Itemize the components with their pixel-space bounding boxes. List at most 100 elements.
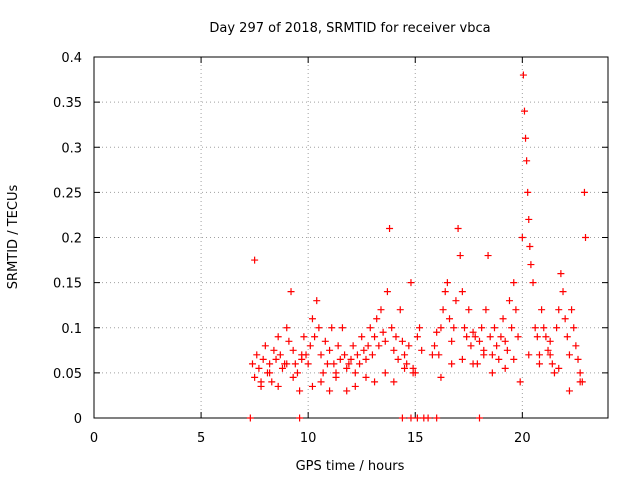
data-point-96 [463,333,471,341]
data-point-48 [351,369,359,377]
data-point-152 [574,355,582,363]
data-point-18 [287,288,295,296]
data-point-140 [548,360,556,368]
x-tick-label-2: 10 [300,431,317,446]
data-point-150 [570,324,578,332]
data-point-41 [336,355,344,363]
data-point-65 [388,324,396,332]
x-tick-label-4: 20 [514,431,531,446]
data-point-5 [259,355,267,363]
y-tick-label-4: 0.2 [61,232,82,247]
data-point-13 [276,351,284,359]
data-point-108 [488,351,496,359]
chart-title: Day 297 of 2018, SRMTID for receiver vbc… [209,21,490,36]
data-point-110 [493,342,501,350]
data-point-180 [480,351,488,359]
data-point-86 [441,288,449,296]
data-point-58 [373,315,381,323]
data-point-8 [266,360,274,368]
data-point-141 [550,369,558,377]
x-axis-label: GPS time / hours [296,459,405,474]
data-point-84 [437,324,445,332]
data-point-71 [401,351,409,359]
data-point-24 [300,333,308,341]
data-point-155 [580,188,588,196]
data-point-49 [353,351,361,359]
data-point-173 [390,378,398,386]
data-point-26 [304,360,312,368]
data-point-162 [289,373,297,381]
data-point-93 [456,252,464,260]
data-point-190 [246,414,254,422]
data-point-112 [497,333,505,341]
data-point-189 [576,378,584,386]
data-point-59 [375,342,383,350]
data-point-167 [332,369,340,377]
data-point-172 [381,369,389,377]
data-point-117 [508,324,516,332]
data-points [246,71,590,422]
data-point-105 [482,306,490,314]
data-point-94 [458,288,466,296]
data-point-143 [555,306,563,314]
data-point-126 [523,157,531,165]
data-point-100 [471,333,479,341]
data-point-168 [343,387,351,395]
data-point-120 [514,333,522,341]
data-point-125 [522,134,530,142]
data-point-3 [255,364,263,372]
data-point-91 [452,297,460,305]
data-point-124 [520,107,528,115]
data-point-22 [296,387,304,395]
data-point-28 [308,315,316,323]
x-tick-label-1: 5 [197,431,205,446]
data-point-170 [362,373,370,381]
data-point-11 [272,355,280,363]
data-point-88 [446,315,454,323]
data-point-109 [490,324,498,332]
data-point-17 [285,337,293,345]
data-point-34 [321,337,329,345]
data-point-158 [257,378,265,386]
data-point-128 [525,215,533,223]
data-point-137 [542,333,550,341]
data-point-83 [435,351,443,359]
y-tick-label-7: 0.35 [53,96,82,111]
y-tick-label-1: 0.05 [53,367,82,382]
data-point-32 [317,351,325,359]
data-point-107 [486,333,494,341]
data-point-90 [450,324,458,332]
data-point-95 [461,324,469,332]
data-point-29 [311,333,319,341]
data-point-98 [467,342,475,350]
data-point-185 [535,360,543,368]
data-point-183 [510,355,518,363]
data-point-114 [501,337,509,345]
data-point-156 [582,234,590,241]
data-point-163 [298,351,306,359]
data-point-179 [469,360,477,368]
data-point-131 [529,279,537,287]
data-point-12 [274,333,282,341]
data-point-2 [253,351,261,359]
data-point-78 [416,324,424,332]
data-point-175 [409,369,417,377]
data-point-197 [433,414,441,422]
data-point-35 [323,360,331,368]
data-point-193 [407,414,415,422]
data-point-66 [390,346,398,354]
ticks: 0 5 10 15 20 0 0.05 0.1 0.15 0.2 0.25 0.3 0.35 0.4 [53,51,608,446]
y-axis-label: SRMTID / TECUs [6,185,21,290]
data-point-43 [341,351,349,359]
data-point-92 [454,224,462,232]
data-point-194 [413,414,421,422]
data-point-122 [518,234,526,241]
data-point-138 [544,346,552,354]
data-point-142 [553,324,561,332]
data-point-64 [386,224,394,232]
data-point-121 [516,378,524,386]
data-point-31 [315,324,323,332]
data-point-27 [306,342,314,350]
data-point-63 [383,288,391,296]
